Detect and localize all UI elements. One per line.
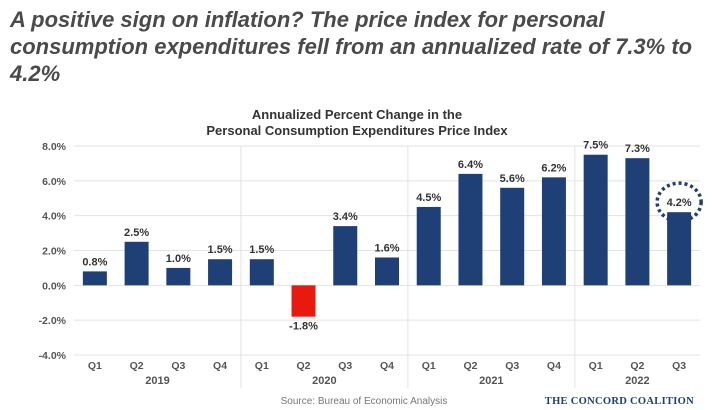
bar-q4-3 (208, 259, 233, 286)
data-label: 3.4% (333, 211, 358, 223)
year-label: 2020 (312, 375, 336, 387)
bar-q3-14 (667, 212, 692, 286)
data-label: 2.5% (124, 227, 149, 239)
x-tick-label: Q2 (130, 360, 144, 372)
source-note: Source: Bureau of Economic Analysis (281, 396, 448, 407)
data-label: 1.5% (249, 244, 274, 256)
highlight-ring (655, 181, 703, 223)
year-label: 2021 (479, 375, 503, 387)
labels-layer: 0.8% 2.5% 1.0% 1.5% 1.5% -1.8% 3.4% 1.6% 4.5% 6.4… (82, 140, 703, 333)
data-label: 6.2% (541, 162, 566, 174)
y-tick-label: 6.0% (42, 176, 67, 188)
bars-layer (82, 154, 692, 317)
bar-q2-1 (124, 241, 149, 286)
bar-q1-4 (249, 259, 274, 286)
data-label: 1.6% (374, 242, 399, 254)
x-tick-label: Q3 (672, 360, 686, 372)
y-tick-label: -4.0% (39, 350, 67, 362)
bar-q2-9 (458, 173, 483, 286)
y-tick-label: 0.0% (42, 280, 67, 292)
bar-q1-0 (82, 271, 107, 286)
bar-q3-2 (166, 267, 191, 286)
x-tick-label: Q3 (505, 360, 519, 372)
bar-q4-11 (541, 177, 566, 286)
data-label: 1.5% (208, 244, 233, 256)
bar-q3-6 (333, 226, 358, 286)
data-label: 0.8% (82, 256, 107, 268)
x-tick-label: Q4 (380, 360, 394, 372)
x-tick-label: Q3 (171, 360, 185, 372)
y-tick-label: 8.0% (42, 141, 67, 153)
data-label: 4.5% (416, 192, 441, 204)
y-tick-label: 4.0% (42, 211, 67, 223)
bar-q2-13 (625, 158, 650, 286)
year-label: 2022 (625, 375, 649, 387)
concord-coalition-logo: THE CONCORD COALITION (545, 396, 694, 407)
x-tick-label: Q1 (422, 360, 436, 372)
x-tick-label: Q2 (297, 360, 311, 372)
bar-q1-12 (583, 154, 608, 286)
x-tick-label: Q1 (589, 360, 603, 372)
data-label: 1.0% (166, 253, 191, 265)
data-label: 4.2% (667, 197, 692, 209)
x-tick-label: Q3 (338, 360, 352, 372)
x-tick-label: Q1 (88, 360, 102, 372)
data-label: 6.4% (458, 159, 483, 171)
bar-q3-10 (500, 187, 525, 286)
year-label: 2019 (145, 375, 169, 387)
x-tick-label: Q2 (630, 360, 644, 372)
data-label: -1.8% (289, 321, 318, 333)
x-tick-label: Q4 (547, 360, 561, 372)
data-label: 7.3% (625, 143, 650, 155)
headline: A positive sign on inflation? The price … (10, 7, 693, 86)
y-tick-label: 2.0% (42, 246, 67, 258)
chart-title-line-1: Annualized Percent Change in the (252, 107, 462, 122)
x-tick-label: Q4 (213, 360, 227, 372)
bar-q4-7 (375, 257, 399, 286)
x-tick-label: Q2 (463, 360, 477, 372)
chart-title-line-2: Personal Consumption Expenditures Price … (206, 123, 508, 138)
axis-layer: 8.0% 6.0% 4.0% 2.0% 0.0% -2.0% -4.0% Q1 Q2 Q3 Q4 Q1… (39, 141, 687, 387)
x-tick-label: Q1 (255, 360, 269, 372)
bar-q2-5 (291, 285, 316, 317)
y-tick-label: -2.0% (39, 315, 67, 327)
data-label: 7.5% (583, 140, 608, 152)
data-label: 5.6% (500, 173, 525, 185)
bar-q1-8 (416, 206, 441, 286)
